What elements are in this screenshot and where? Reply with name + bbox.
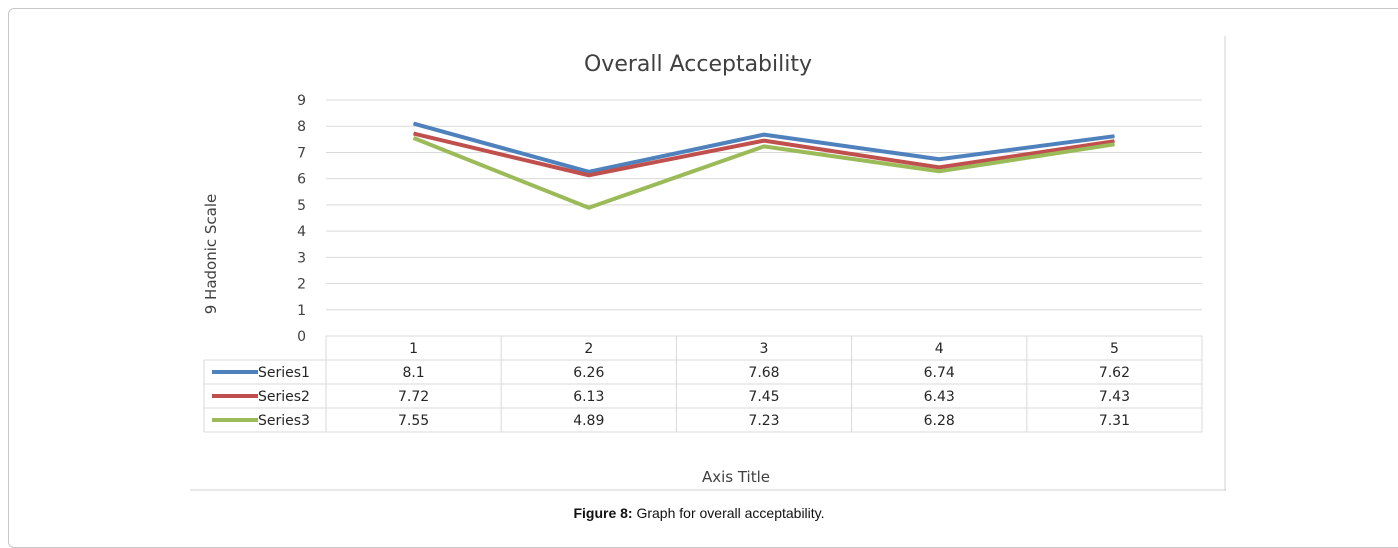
data-point <box>938 158 940 160</box>
caption-prefix: Figure 8: <box>573 505 633 521</box>
data-point <box>588 174 590 176</box>
caption-text: Graph for overall acceptability. <box>632 505 825 521</box>
data-label: 7.62 <box>1099 365 1130 381</box>
x-tick-label: 3 <box>760 341 769 357</box>
y-tick-label: 7 <box>297 145 306 161</box>
data-label: 7.43 <box>1099 389 1130 405</box>
data-point <box>763 140 765 142</box>
legend-label-3: Series3 <box>258 413 310 429</box>
data-label: 6.28 <box>924 413 955 429</box>
y-axis-ticks: 0 1 2 3 4 5 6 7 8 9 <box>297 93 306 345</box>
data-point <box>588 207 590 209</box>
data-point <box>413 123 415 125</box>
data-label: 7.72 <box>398 389 429 405</box>
data-point <box>413 137 415 139</box>
y-tick-label: 1 <box>297 303 306 319</box>
y-tick-label: 4 <box>297 224 306 240</box>
data-label: 8.1 <box>402 365 424 381</box>
data-point <box>1113 140 1115 142</box>
chart-title: Overall Acceptability <box>584 52 812 77</box>
data-label: 7.55 <box>398 413 429 429</box>
chart-area: Overall Acceptability 0 1 2 3 4 5 6 7 8 9 9 Hadon… <box>190 36 1226 491</box>
legend-label-2: Series2 <box>258 389 310 405</box>
data-label: 6.26 <box>573 365 604 381</box>
x-tick-label: 2 <box>584 341 593 357</box>
y-tick-label: 0 <box>297 329 306 345</box>
line-chart: Overall Acceptability 0 1 2 3 4 5 6 7 8 9 9 Hadon… <box>190 36 1226 491</box>
y-tick-label: 2 <box>297 277 306 293</box>
x-tick-label: 4 <box>935 341 944 357</box>
figure-caption: Figure 8: Graph for overall acceptabilit… <box>0 505 1398 521</box>
data-label: 6.13 <box>573 389 604 405</box>
data-table: 1 2 3 4 5 Series1 8.1 6.26 7.68 6.74 7.62 Series2 7.… <box>203 335 1203 433</box>
y-tick-label: 3 <box>297 250 306 266</box>
y-tick-label: 5 <box>297 198 306 214</box>
data-label: 7.23 <box>748 413 779 429</box>
data-point <box>938 170 940 172</box>
data-label: 7.68 <box>748 365 779 381</box>
x-tick-label: 5 <box>1110 341 1119 357</box>
data-label: 7.45 <box>748 389 779 405</box>
data-label: 4.89 <box>573 413 604 429</box>
data-point <box>413 133 415 135</box>
data-point <box>763 134 765 136</box>
series-lines <box>412 121 1115 210</box>
data-label: 6.43 <box>924 389 955 405</box>
y-tick-label: 6 <box>297 172 306 188</box>
legend-label-1: Series1 <box>258 365 310 381</box>
data-point <box>1113 135 1115 137</box>
data-point <box>1113 143 1115 145</box>
x-tick-label: 1 <box>409 341 418 357</box>
data-point <box>763 145 765 147</box>
x-axis-label: Axis Title <box>702 468 770 486</box>
y-tick-label: 9 <box>297 93 306 109</box>
data-point <box>588 171 590 173</box>
data-label: 6.74 <box>924 365 955 381</box>
data-label: 7.31 <box>1099 413 1130 429</box>
y-axis-label: 9 Hadonic Scale <box>202 194 220 315</box>
y-tick-label: 8 <box>297 119 306 135</box>
data-point <box>938 166 940 168</box>
